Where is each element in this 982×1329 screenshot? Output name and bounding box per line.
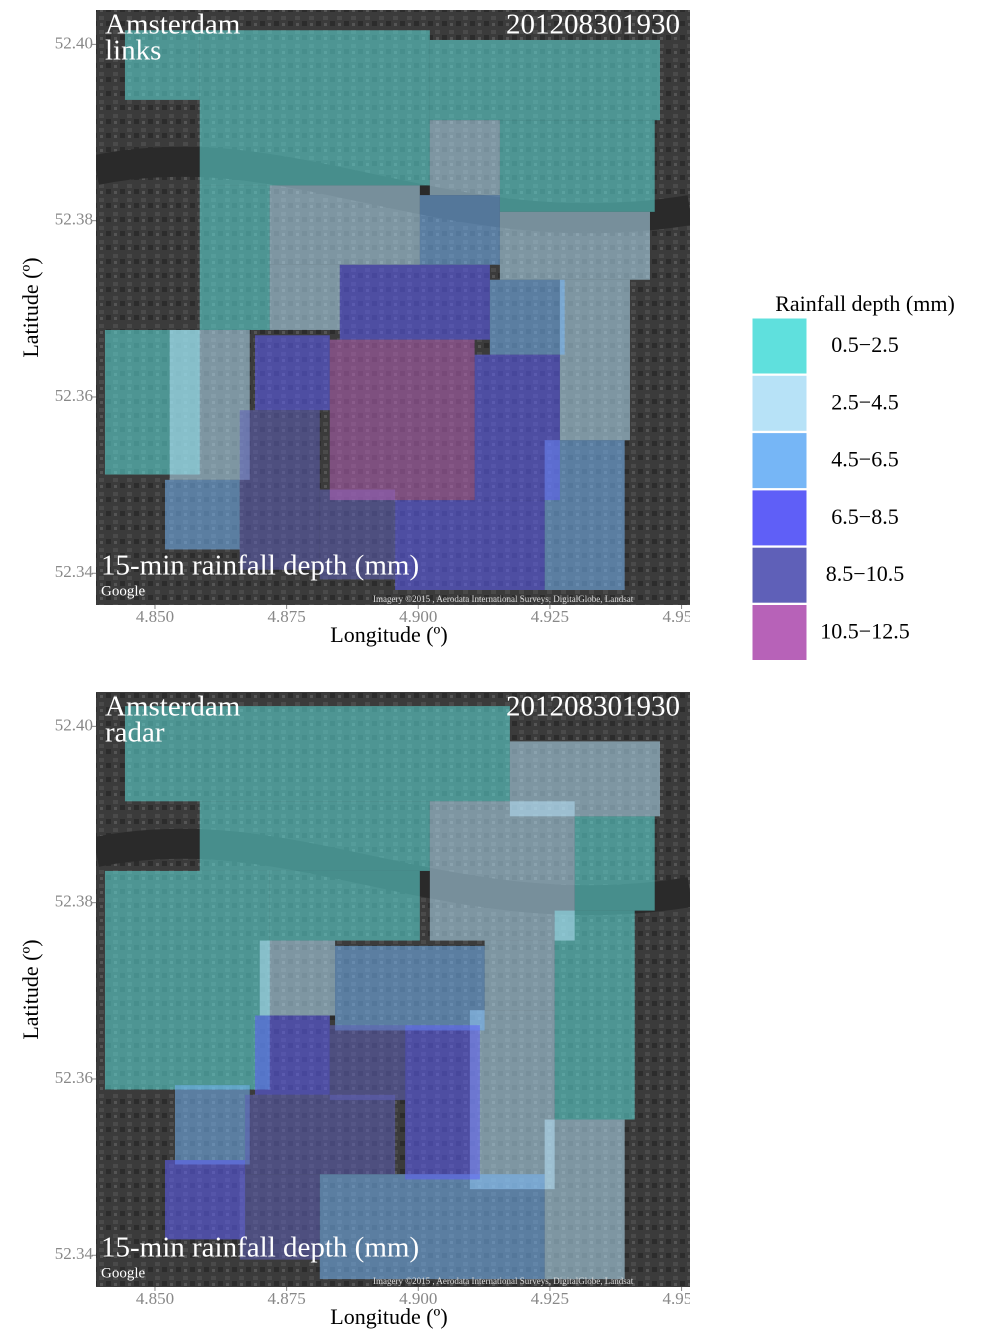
legend-label: 8.5−10.5	[826, 561, 904, 586]
rain-cell	[575, 816, 655, 910]
provider: Google	[101, 1265, 146, 1281]
timestamp: 201208301930	[506, 9, 680, 41]
legend-label: 4.5−6.5	[831, 447, 898, 472]
rain-cell	[255, 335, 330, 410]
rain-cell	[335, 946, 485, 1031]
rain-cell	[270, 871, 420, 941]
rain-cell	[545, 1120, 625, 1280]
rain-cell	[330, 340, 475, 500]
caption: 15-min rainfall depth (mm)	[101, 550, 419, 582]
rain-cell	[200, 30, 430, 185]
rain-cell	[165, 1160, 245, 1239]
timestamp: 201208301930	[506, 691, 680, 723]
rain-cell	[470, 1010, 555, 1189]
y-tick-label: 52.34	[55, 562, 94, 581]
rain-cell	[245, 1095, 395, 1174]
rain-cell	[330, 1025, 405, 1100]
legend-label: 2.5−4.5	[831, 389, 898, 414]
rain-cell	[500, 120, 655, 212]
rain-cell	[430, 801, 575, 940]
legend-swatch	[752, 490, 807, 546]
x-tick-label: 4.950	[662, 1289, 700, 1308]
rain-cell	[555, 911, 635, 1120]
rain-cell	[270, 185, 420, 264]
y-tick-label: 52.38	[55, 210, 93, 229]
legend-title: Rainfall depth (mm)	[775, 291, 955, 316]
legend-swatch	[752, 605, 807, 661]
rain-cell	[175, 1085, 250, 1164]
y-tick-label: 52.40	[55, 715, 93, 734]
rain-cell	[200, 185, 270, 330]
legend-swatch	[752, 318, 807, 374]
rain-cell	[170, 330, 250, 480]
rain-cell	[475, 355, 560, 500]
y-tick-label: 52.38	[55, 892, 93, 911]
x-tick-label: 4.875	[268, 607, 306, 626]
legend-label: 10.5−12.5	[820, 619, 909, 644]
figure: Amsterdamlinks20120830193015-min rainfal…	[0, 0, 982, 1329]
rain-cell	[405, 1025, 480, 1179]
x-tick-label: 4.875	[268, 1289, 306, 1308]
rain-cell	[260, 941, 335, 1016]
map-subtitle: radar	[105, 717, 165, 749]
x-tick-label: 4.850	[136, 607, 174, 626]
legend-swatch	[752, 547, 807, 603]
rain-cell	[490, 280, 565, 355]
y-axis-title: Latitude (º)	[18, 939, 43, 1039]
rain-cell	[200, 801, 430, 871]
rain-cell	[270, 265, 340, 330]
x-axis-title: Longitude (º)	[330, 622, 447, 647]
attribution: Imagery ©2015 , Aerodata International S…	[373, 1276, 634, 1286]
x-tick-label: 4.925	[531, 1289, 569, 1308]
rain-cell	[485, 941, 555, 1011]
legend-label: 0.5−2.5	[831, 332, 898, 357]
x-tick-label: 4.950	[662, 607, 700, 626]
y-tick-label: 52.36	[55, 386, 93, 405]
caption: 15-min rainfall depth (mm)	[101, 1232, 419, 1264]
x-tick-label: 4.850	[136, 1289, 174, 1308]
rain-cell	[560, 280, 630, 440]
rain-cell	[430, 40, 660, 120]
legend: Rainfall depth (mm) 0.5−2.5 2.5−4.5 4.5−6.5…	[752, 291, 955, 660]
legend-swatch	[752, 375, 807, 431]
rain-cell	[500, 212, 650, 280]
rain-cell	[165, 480, 240, 550]
x-axis-title: Longitude (º)	[330, 1304, 447, 1329]
y-axis-title: Latitude (º)	[18, 257, 43, 357]
legend-label: 6.5−8.5	[831, 504, 898, 529]
rain-cell	[255, 1016, 330, 1095]
provider: Google	[101, 583, 146, 599]
attribution: Imagery ©2015 , Aerodata International S…	[373, 594, 634, 604]
rain-cell	[240, 410, 320, 570]
rain-cell	[340, 265, 490, 340]
rain-cell	[420, 195, 500, 265]
y-tick-label: 52.40	[55, 33, 93, 52]
rain-cell	[105, 871, 270, 1090]
y-tick-label: 52.34	[55, 1244, 94, 1263]
map-subtitle: links	[105, 35, 161, 67]
y-tick-label: 52.36	[55, 1068, 93, 1087]
rain-cell	[430, 120, 500, 195]
legend-swatch	[752, 433, 807, 489]
x-tick-label: 4.925	[531, 607, 569, 626]
